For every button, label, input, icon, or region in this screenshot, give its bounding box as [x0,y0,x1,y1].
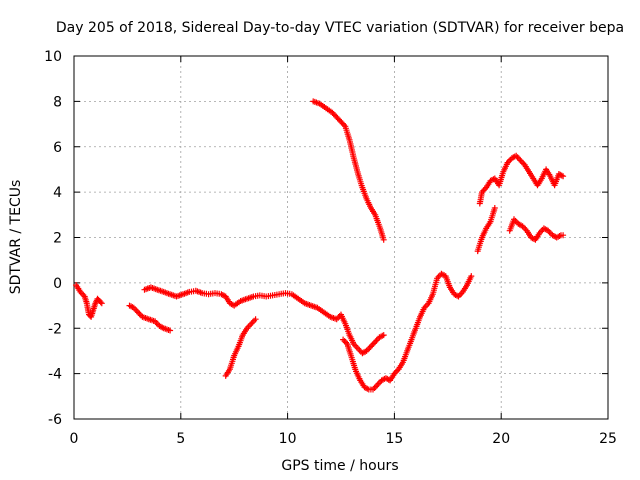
data-point [97,299,104,306]
x-tick-label: 25 [599,431,617,447]
x-tick-label: 5 [176,431,185,447]
y-tick-label: 0 [53,276,62,292]
y-axis-label: SDTVAR / TECUs [8,180,24,295]
x-tick-label: 15 [385,431,403,447]
y-tick-label: 6 [53,140,62,156]
axis-ticks: 0 5 10 15 20 25 -6 -4 -2 0 2 4 6 8 10 [44,49,617,447]
y-tick-label: 10 [44,49,62,65]
data-point [468,273,475,280]
data-point [491,205,498,211]
data-points [73,98,567,393]
data-point [560,173,567,180]
grid-lines [74,56,608,419]
data-point [341,122,347,128]
chart-title: Day 205 of 2018, Sidereal Day-to-day VTE… [56,20,624,36]
data-point [167,327,174,334]
data-point [252,316,259,323]
x-tick-label: 20 [492,431,510,447]
data-point [560,232,567,239]
x-tick-label: 0 [70,431,79,447]
y-tick-label: -2 [48,321,62,337]
y-tick-label: -4 [48,367,62,383]
y-tick-label: -6 [48,412,62,428]
y-tick-label: 8 [53,94,62,110]
y-tick-label: 4 [53,185,62,201]
x-axis-label: GPS time / hours [281,458,398,474]
data-point [380,236,387,243]
data-point [380,332,387,339]
y-tick-label: 2 [53,231,62,247]
data-point [98,300,105,307]
data-point [558,172,565,179]
x-tick-label: 10 [279,431,297,447]
